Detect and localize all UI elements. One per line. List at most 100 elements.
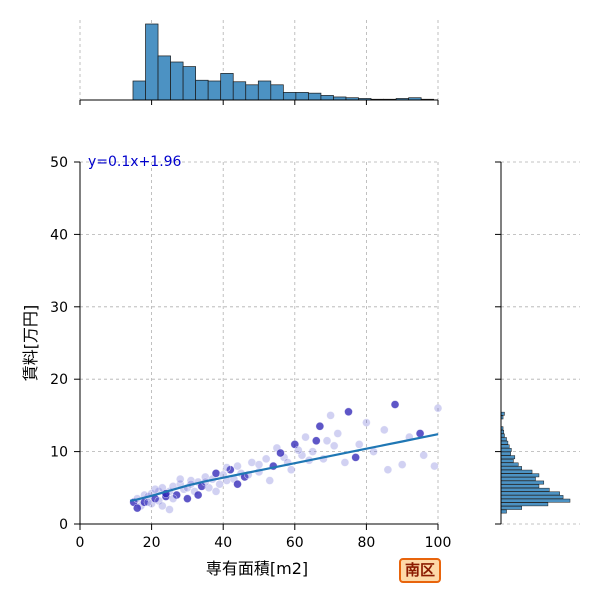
- scatter-point: [183, 494, 192, 503]
- right-histogram-bar: [500, 502, 549, 507]
- top-histogram-bar: [220, 73, 234, 101]
- top-histogram-bar: [270, 84, 284, 101]
- right-histogram-bar: [500, 433, 505, 438]
- y-tick-label: 10: [50, 445, 68, 461]
- top-histogram-bar: [157, 55, 171, 101]
- x-tick-label: 60: [286, 535, 304, 551]
- right-histogram-bar: [500, 448, 512, 452]
- scatter-point: [211, 469, 221, 478]
- top-histogram-bar: [145, 23, 159, 101]
- y-tick-label: 40: [50, 227, 68, 243]
- right-histogram-bar: [500, 498, 571, 503]
- right-histogram-bar: [500, 440, 509, 445]
- y-tick-label: 50: [50, 155, 68, 171]
- scatter-point: [254, 460, 264, 469]
- top-histogram-bar: [282, 92, 297, 101]
- right-histogram-bar: [500, 458, 514, 463]
- scatter-point: [233, 479, 242, 489]
- top-histogram-bar: [320, 95, 334, 101]
- y-tick-label: 30: [50, 300, 68, 316]
- scatter-point: [211, 487, 221, 496]
- scatter-point: [215, 479, 224, 489]
- fit-line: [129, 433, 439, 502]
- right-histogram-bar: [500, 437, 507, 441]
- scatter-points: [129, 400, 443, 514]
- right-histogram-bar: [500, 473, 540, 478]
- regression-equation: y=0.1x+1.96: [88, 154, 182, 170]
- x-tick-label: 40: [214, 535, 232, 551]
- scatter-point: [297, 450, 307, 460]
- district-badge: 南区: [399, 558, 442, 583]
- scatter-point: [158, 501, 167, 511]
- scatter-point: [150, 484, 160, 494]
- scatter-point: [222, 463, 232, 472]
- scatter-point: [286, 465, 296, 475]
- scatter-point: [326, 411, 335, 420]
- scatter-point: [193, 490, 203, 500]
- scatter-point: [143, 497, 153, 507]
- scatter-point: [154, 496, 164, 506]
- y-tick-label: 20: [50, 372, 68, 388]
- top-histogram-bar: [308, 92, 322, 101]
- right-histogram-bar: [500, 411, 505, 416]
- right-histogram-bar: [500, 495, 564, 499]
- y-tick-label: 0: [59, 517, 68, 533]
- right-histogram-bar: [500, 509, 507, 514]
- scatter-point: [379, 425, 389, 435]
- scatter-point: [172, 490, 181, 500]
- top-histogram-bar: [295, 92, 309, 101]
- right-histogram: [495, 161, 580, 525]
- regression-line: [129, 433, 439, 502]
- x-tick-label: 20: [143, 535, 161, 551]
- scatter-point: [276, 448, 285, 458]
- scatter-point: [340, 458, 350, 467]
- scatter-point: [175, 474, 185, 484]
- scatter-point: [383, 465, 393, 475]
- top-histogram-bar: [195, 79, 209, 101]
- scatter-point: [419, 450, 428, 460]
- scatter-point: [322, 436, 332, 446]
- x-axis-label: 専有面積[m2]: [206, 559, 308, 578]
- scatter-point: [329, 441, 339, 451]
- scatter-point: [265, 476, 275, 485]
- scatter-point: [165, 505, 174, 514]
- scatter-point: [354, 440, 364, 449]
- right-histogram-bar: [500, 477, 536, 481]
- top-histogram: [79, 20, 439, 105]
- scatter-point: [344, 407, 353, 417]
- scatter-point: [247, 458, 257, 467]
- scatter-point: [301, 432, 310, 442]
- y-axis-label: 賃料[万円]: [21, 305, 40, 382]
- right-histogram-bar: [500, 491, 560, 496]
- main-axes: 0 20 40 60 80 100 0 10 20 30 40 50: [50, 155, 451, 551]
- top-histogram-bar: [182, 66, 196, 101]
- scatter-point: [351, 453, 360, 462]
- top-histogram-bar: [132, 80, 146, 101]
- right-histogram-bar: [500, 487, 550, 492]
- right-histogram-bar: [500, 469, 533, 474]
- right-histogram-bar: [500, 466, 522, 470]
- scatter-point: [390, 400, 400, 409]
- x-tick-label: 0: [76, 535, 85, 551]
- right-histogram-bar: [500, 480, 545, 485]
- top-histogram-bar: [245, 84, 259, 101]
- scatter-point: [168, 494, 178, 503]
- top-histogram-bar: [232, 81, 247, 101]
- x-tick-label: 100: [425, 535, 452, 551]
- scatter-point: [430, 461, 439, 471]
- scatter-point: [333, 429, 343, 438]
- scatter-point: [433, 403, 443, 413]
- right-histogram-bar: [500, 484, 540, 489]
- scatter-point: [261, 454, 271, 464]
- right-histogram-bar: [500, 462, 519, 467]
- top-histogram-bar: [257, 80, 272, 101]
- right-histogram-bar: [500, 444, 510, 449]
- scatter-point: [308, 447, 318, 456]
- top-histogram-bar: [170, 61, 184, 101]
- scatter-point: [311, 436, 321, 446]
- scatter-point: [315, 421, 325, 431]
- right-histogram-bar: [500, 455, 516, 460]
- scatter-point: [397, 460, 407, 469]
